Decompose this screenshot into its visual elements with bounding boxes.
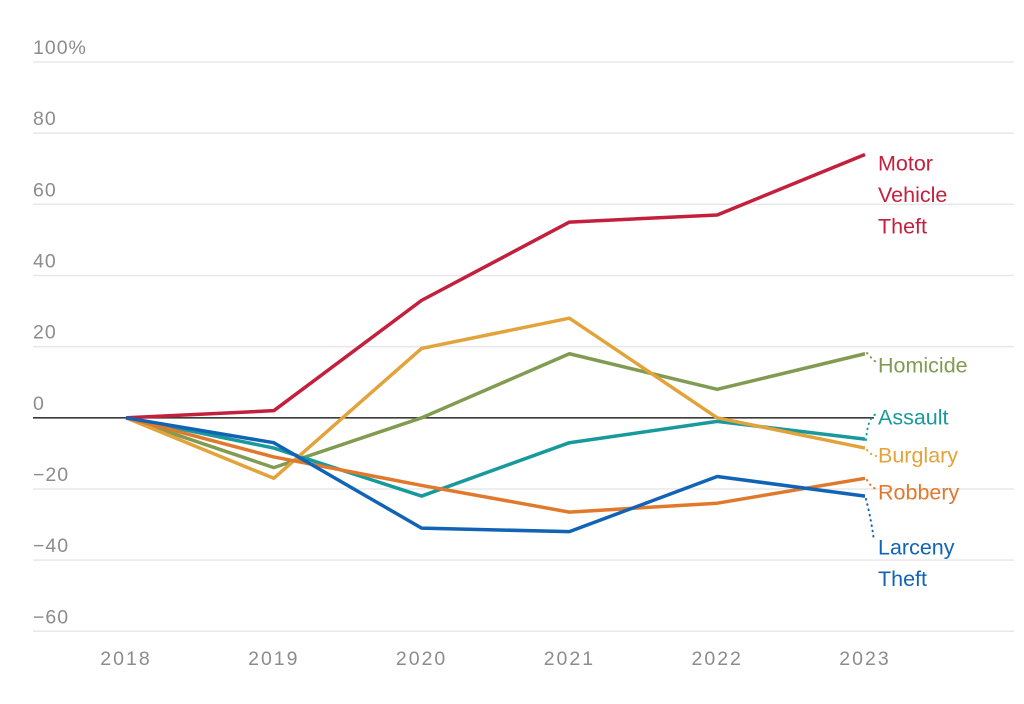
y-axis-tick-label-0: 0 [33,393,45,415]
series-label-robbery: Robbery [878,481,960,505]
series-line-burglary [125,316,866,481]
y-axis-tick-label--40: −40 [33,535,69,557]
x-axis-tick-label-2019: 2019 [248,648,299,670]
x-axis-tick-label-2021: 2021 [544,648,595,670]
leader-line-assault [865,413,877,441]
y-axis-tick-label-40: 40 [33,250,57,272]
series-label-motor-vehicle-theft-line-3: Theft [878,215,927,239]
leader-line-homicide [866,352,877,363]
series-line-homicide [125,352,866,470]
series-label-burglary: Burglary [878,444,958,468]
leader-line-larceny-theft [865,498,875,542]
x-axis-tick-label-2018: 2018 [100,648,151,670]
x-axis-tick-label-2020: 2020 [396,648,447,670]
series-label-larceny-theft-line-1: Larceny [878,536,955,560]
y-axis-tick-label--60: −60 [33,606,69,628]
series-line-motor-vehicle-theft [125,152,866,420]
series-line-larceny-theft [125,416,866,534]
y-axis-tick-label-100: 100% [33,37,87,59]
series-label-assault: Assault [878,406,949,430]
x-axis-tick-label-2023: 2023 [839,648,890,670]
series-label-motor-vehicle-theft-line-1: Motor [878,152,933,176]
y-axis-tick-label-20: 20 [33,322,57,344]
y-axis-tick-label-80: 80 [33,108,57,130]
series-label-larceny-theft-line-2: Theft [878,567,927,591]
x-axis-tick-label-2022: 2022 [692,648,743,670]
series-label-homicide: Homicide [878,354,968,378]
y-axis-tick-label-60: 60 [33,179,57,201]
leader-line-burglary [866,449,877,457]
y-axis-tick-label--20: −20 [33,464,69,486]
leader-line-robbery [866,479,877,490]
series-line-robbery [125,416,866,514]
series-label-motor-vehicle-theft-line-2: Vehicle [878,183,947,207]
